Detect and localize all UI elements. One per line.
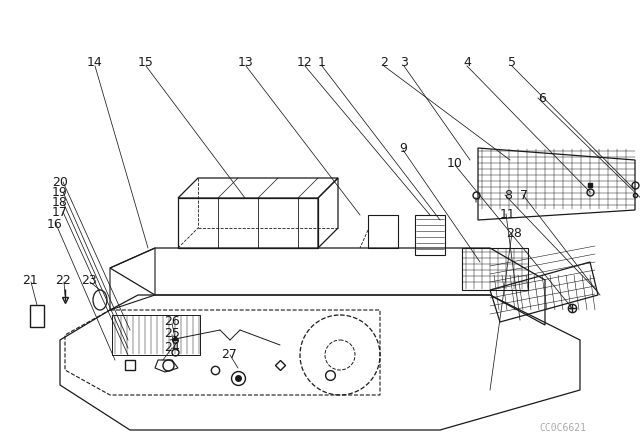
Text: 7: 7 <box>520 189 528 202</box>
Text: 19: 19 <box>52 185 68 198</box>
Text: 10: 10 <box>447 156 463 169</box>
Text: CC0C6621: CC0C6621 <box>540 423 587 433</box>
Text: 24: 24 <box>164 340 180 353</box>
Text: 4: 4 <box>463 56 471 69</box>
Text: 9: 9 <box>399 142 407 155</box>
Text: 6: 6 <box>538 91 546 104</box>
Text: 28: 28 <box>506 227 522 240</box>
Text: 1: 1 <box>318 56 326 69</box>
Text: 13: 13 <box>238 56 254 69</box>
Text: 25: 25 <box>164 327 180 340</box>
Text: 12: 12 <box>297 56 313 69</box>
Text: 8: 8 <box>504 189 512 202</box>
Text: 26: 26 <box>164 314 180 327</box>
Text: 15: 15 <box>138 56 154 69</box>
Text: 20: 20 <box>52 176 68 189</box>
Text: 14: 14 <box>87 56 103 69</box>
Text: 18: 18 <box>52 195 68 208</box>
Text: 22: 22 <box>55 273 71 287</box>
Text: 3: 3 <box>400 56 408 69</box>
Text: 2: 2 <box>380 56 388 69</box>
Text: 27: 27 <box>221 348 237 361</box>
Text: 11: 11 <box>500 207 516 220</box>
Text: 23: 23 <box>81 273 97 287</box>
Text: 21: 21 <box>22 273 38 287</box>
Text: 16: 16 <box>47 217 63 231</box>
Text: 17: 17 <box>52 206 68 219</box>
Text: 5: 5 <box>508 56 516 69</box>
